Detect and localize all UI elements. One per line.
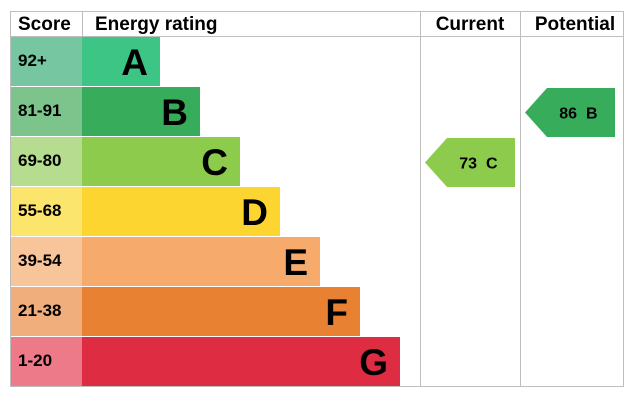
band-letter-a: A	[121, 42, 148, 83]
band-letter-d: D	[241, 192, 268, 233]
current-rating-band: C	[486, 156, 498, 173]
rating-indicators: 73 C 86 B	[425, 88, 615, 187]
potential-rating-band: B	[586, 106, 598, 123]
score-header: Score	[18, 14, 71, 35]
band-bar-g	[82, 337, 400, 386]
band-bar-f	[82, 287, 360, 336]
chart-frame	[10, 11, 624, 387]
score-cell-e	[11, 237, 82, 286]
band-letter-b: B	[161, 92, 188, 133]
score-range-b: 81-91	[18, 101, 61, 120]
band-bar-e	[82, 237, 320, 286]
score-range-a: 92+	[18, 51, 47, 70]
score-cell-f	[11, 287, 82, 336]
potential-header: Potential	[535, 14, 615, 35]
score-cell-d	[11, 187, 82, 236]
band-bar-a	[82, 37, 160, 86]
score-cell-g	[11, 337, 82, 386]
band-letter-e: E	[283, 242, 308, 283]
rating-bands: 92+ A 81-91 B 69-80 C 55-68 D 39-54 E 21-38 F 1-20 G	[11, 37, 400, 386]
band-bar-b	[82, 87, 200, 136]
current-rating-arrow	[425, 138, 515, 187]
band-bar-d	[82, 187, 280, 236]
score-range-c: 69-80	[18, 151, 61, 170]
score-cell-c	[11, 137, 82, 186]
potential-rating-value: 86	[559, 106, 577, 123]
score-range-g: 1-20	[18, 351, 52, 370]
energy-rating-header: Energy rating	[95, 14, 217, 35]
score-cell-a	[11, 37, 82, 86]
score-range-f: 21-38	[18, 301, 61, 320]
score-cell-b	[11, 87, 82, 136]
potential-rating-arrow	[525, 88, 615, 137]
band-bar-c	[82, 137, 240, 186]
current-header: Current	[436, 14, 505, 35]
score-range-e: 39-54	[18, 251, 62, 270]
score-range-d: 55-68	[18, 201, 61, 220]
band-letter-c: C	[201, 142, 228, 183]
band-letter-g: G	[359, 342, 388, 383]
band-letter-f: F	[325, 292, 348, 333]
current-rating-value: 73	[459, 156, 477, 173]
